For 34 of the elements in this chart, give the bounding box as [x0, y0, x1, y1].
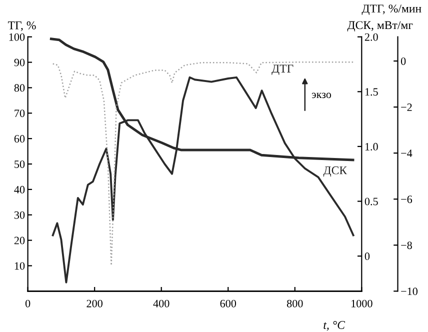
- y-tick-label: 20: [14, 236, 25, 244]
- series-label: ДТГ: [272, 64, 294, 75]
- y2-tick-label: 2.0: [364, 33, 378, 41]
- y3-tick-label: −8: [401, 242, 412, 250]
- annotation: экзо: [312, 92, 332, 98]
- y-tick-label: 30: [14, 211, 25, 219]
- series-label: ДСК: [323, 166, 348, 177]
- y2-tick-label: 0.5: [364, 198, 378, 206]
- x-tick-label: 400: [153, 300, 170, 308]
- y2-axis-title: ДСК, мВт/мг: [347, 21, 413, 32]
- y2-tick-label: 1.5: [365, 88, 378, 96]
- y3-tick-label: −10: [401, 288, 418, 296]
- y3-tick-label: −4: [401, 150, 412, 157]
- y3-tick-label: −6: [401, 196, 412, 204]
- x-tick-label: 800: [286, 300, 303, 308]
- y3-tick-label: −2: [401, 104, 412, 111]
- y3-axis-title: ДТГ, %/мин: [362, 4, 422, 15]
- y3-tick-label: 0: [400, 57, 406, 65]
- x-tick-label: 600: [220, 300, 236, 308]
- x-tick-label: 200: [86, 300, 102, 308]
- x-axis-title: t, °C: [324, 321, 346, 331]
- y-axis-title: ТГ, %: [8, 21, 36, 32]
- y-tick-label: 60: [14, 135, 25, 143]
- y-tick-label: 80: [14, 84, 25, 92]
- y-tick-label: 90: [14, 58, 25, 66]
- x-tick-label: 0: [25, 300, 30, 308]
- y-tick-label: 50: [14, 160, 25, 168]
- y-tick-label: 10: [14, 262, 25, 270]
- y2-tick-label: 0: [364, 252, 370, 260]
- y2-tick-label: 1.0: [365, 142, 378, 150]
- y-tick-label: 100: [9, 33, 25, 41]
- x-tick-label: 1000: [352, 300, 372, 308]
- y-tick-label: 40: [14, 186, 25, 194]
- y-tick-label: 70: [14, 110, 25, 118]
